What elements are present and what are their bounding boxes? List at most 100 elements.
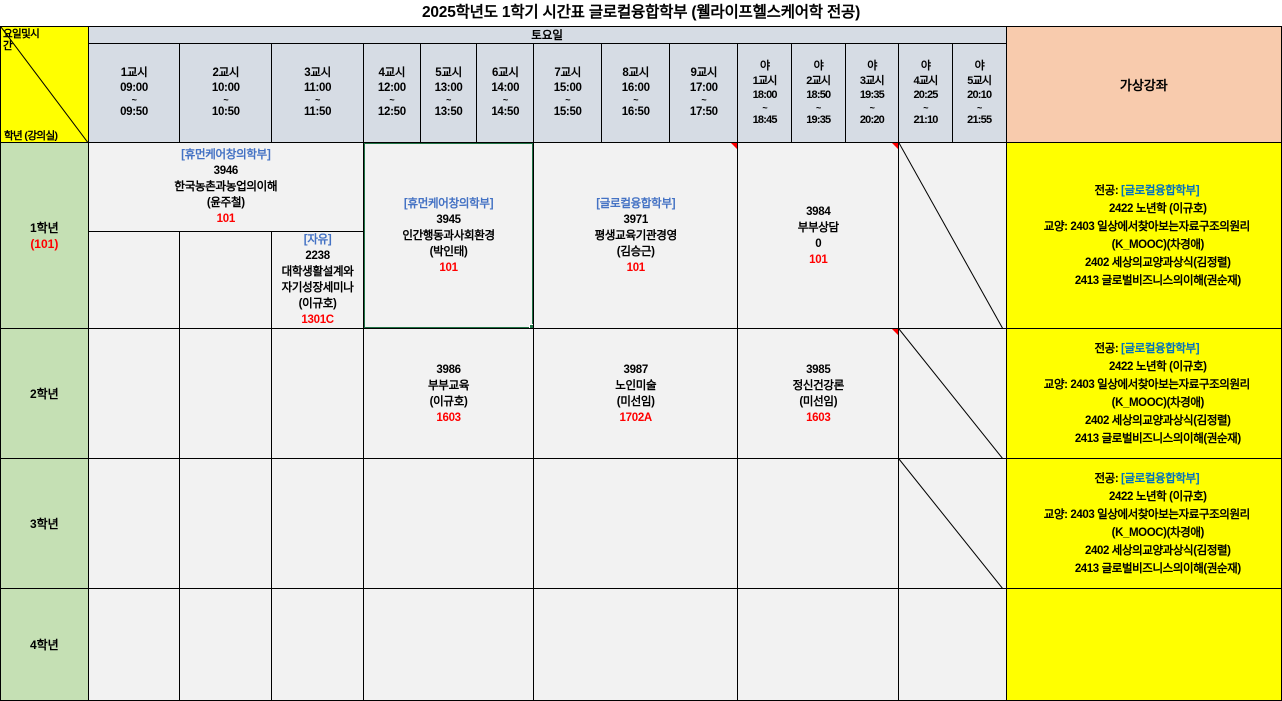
strikethrough-diagonal-icon bbox=[899, 459, 1003, 588]
empty-cell-y4-p7-9[interactable] bbox=[533, 588, 739, 701]
course-professor: (윤주철) bbox=[206, 197, 245, 209]
empty-cell-y3-p4-6[interactable] bbox=[362, 458, 535, 589]
empty-cell-y1-night4-5[interactable] bbox=[898, 142, 1007, 329]
course-room: 101 bbox=[216, 213, 236, 225]
period-header-7: 7교시 15:00 ~ 15:50 bbox=[533, 43, 603, 143]
empty-cell-y4-night1-3[interactable] bbox=[737, 588, 900, 701]
day-header-saturday: 토요일 bbox=[87, 26, 1007, 44]
comment-marker-icon bbox=[892, 329, 898, 335]
course-professor: (미선임) bbox=[616, 395, 655, 408]
year-label-4: 4학년 bbox=[0, 588, 89, 701]
corner-top-label: 요일및시간 bbox=[3, 28, 40, 52]
virtual-line-5: 2402 세상의교양과상식(김정렬) bbox=[1085, 256, 1231, 269]
course-cell-y1-p7-9[interactable]: [글로컬융합학부] 3971 평생교육기관경영 (김승근) 101 bbox=[533, 142, 739, 329]
course-cell-y1-p4-6[interactable]: [휴먼케어창의학부] 3945 인간행동과사회환경 (박인태) 101 bbox=[362, 142, 535, 329]
course-room: 101 bbox=[626, 261, 646, 274]
virtual-line-6: 2413 글로벌비즈니스의이해(권순재) bbox=[1074, 274, 1241, 287]
course-name: 부부상담 bbox=[797, 221, 839, 234]
course-code: 3946 bbox=[213, 165, 239, 177]
course-code: 2238 bbox=[305, 250, 330, 262]
course-name-line2: 자기성장세미나 bbox=[281, 282, 354, 294]
course-cell-y1-night1-3[interactable]: 3984 부부상담 0 101 bbox=[737, 142, 900, 329]
course-cell-y2-p4-6[interactable]: 3986 부부교육 (이규호) 1603 bbox=[362, 328, 535, 459]
course-dept: [휴먼케어창의학부] bbox=[403, 197, 494, 210]
virtual-line-5: 2402 세상의교양과상식(김정렬) bbox=[1085, 544, 1231, 557]
course-name: 인간행동과사회환경 bbox=[402, 229, 495, 242]
virtual-course-cell-y1[interactable]: 전공: [글로컬융합학부] 2422 노년학 (이규호) 교양: 2403 일상… bbox=[1005, 142, 1282, 329]
virtual-line-2: 2422 노년학 (이규호) bbox=[1109, 360, 1207, 373]
virtual-line-4: (K_MOOC)(차경애) bbox=[1111, 396, 1205, 409]
year-label-text: 1학년 bbox=[29, 220, 59, 235]
night-period-header-4: 야 4교시 20:25 ~ 21:10 bbox=[898, 43, 953, 143]
course-room: 101 bbox=[439, 261, 458, 274]
course-room: 1702A bbox=[619, 411, 653, 424]
comment-marker-icon bbox=[731, 143, 737, 149]
virtual-course-cell-y4[interactable] bbox=[1005, 588, 1282, 701]
course-name: 평생교육기관경영 bbox=[594, 229, 678, 242]
course-name: 정신건강론 bbox=[792, 379, 845, 392]
empty-cell-y3-p7-9[interactable] bbox=[533, 458, 739, 589]
course-code: 3984 bbox=[806, 205, 831, 218]
virtual-line-2: 2422 노년학 (이규호) bbox=[1109, 490, 1207, 503]
empty-cell-y2-p1[interactable] bbox=[87, 328, 181, 459]
virtual-line-1: 전공: [글로컬융합학부] bbox=[1094, 184, 1200, 197]
year-label-3: 3학년 bbox=[0, 458, 89, 589]
virtual-course-cell-y2[interactable]: 전공: [글로컬융합학부] 2422 노년학 (이규호) 교양: 2403 일상… bbox=[1005, 328, 1282, 459]
empty-cell-y3-p2[interactable] bbox=[179, 458, 273, 589]
course-name: 노인미술 bbox=[615, 379, 657, 392]
virtual-line-6: 2413 글로벌비즈니스의이해(권순재) bbox=[1074, 432, 1241, 445]
period-header-8: 8교시 16:00 ~ 16:50 bbox=[601, 43, 671, 143]
course-code: 3987 bbox=[623, 363, 649, 376]
night-period-header-1: 야 1교시 18:00 ~ 18:45 bbox=[737, 43, 792, 143]
empty-cell-y4-night4-5[interactable] bbox=[898, 588, 1007, 701]
virtual-line-3: 교양: 2403 일상에서찾아보는자료구조의원리 bbox=[1043, 220, 1250, 233]
course-cell-y2-night1-3[interactable]: 3985 정신건강론 (미선임) 1603 bbox=[737, 328, 900, 459]
course-room: 1603 bbox=[436, 411, 461, 424]
course-cell-y2-p7-9[interactable]: 3987 노인미술 (미선임) 1702A bbox=[533, 328, 739, 459]
strikethrough-diagonal-icon bbox=[899, 143, 1003, 328]
empty-cell-y2-p3[interactable] bbox=[271, 328, 364, 459]
period-header-3: 3교시 11:00 ~ 11:50 bbox=[271, 43, 364, 143]
course-cell-y1-p3-self-seminar[interactable]: [자유] 2238 대학생활설계와 자기성장세미나 (이규호) 1301C bbox=[271, 231, 364, 329]
empty-cell-y1b-p2[interactable] bbox=[179, 231, 273, 329]
comment-marker-icon bbox=[892, 143, 898, 149]
empty-cell-y3-night1-3[interactable] bbox=[737, 458, 900, 589]
course-professor: (이규호) bbox=[298, 298, 337, 310]
period-header-5: 5교시 13:00 ~ 13:50 bbox=[419, 43, 478, 143]
empty-cell-y4-p2[interactable] bbox=[179, 588, 273, 701]
empty-cell-y4-p1[interactable] bbox=[87, 588, 181, 701]
course-room: 1301C bbox=[301, 314, 334, 326]
night-period-header-2: 야 2교시 18:50 ~ 19:35 bbox=[790, 43, 846, 143]
course-code: 3985 bbox=[806, 363, 831, 376]
year-label-2: 2학년 bbox=[0, 328, 89, 459]
virtual-line-3: 교양: 2403 일상에서찾아보는자료구조의원리 bbox=[1043, 508, 1250, 521]
virtual-line-2: 2422 노년학 (이규호) bbox=[1109, 202, 1207, 215]
virtual-course-cell-y3[interactable]: 전공: [글로컬융합학부] 2422 노년학 (이규호) 교양: 2403 일상… bbox=[1005, 458, 1282, 589]
empty-cell-y2-night4-5[interactable] bbox=[898, 328, 1007, 459]
virtual-line-1: 전공: [글로컬융합학부] bbox=[1094, 472, 1200, 485]
empty-cell-y3-p3[interactable] bbox=[271, 458, 364, 589]
timetable: 요일및시간 학년 (강의실) 토요일 가상강좌 1교시 09:00 ~ 09:5… bbox=[0, 26, 1282, 701]
virtual-line-4: (K_MOOC)(차경애) bbox=[1111, 238, 1205, 251]
course-dept: [글로컬융합학부] bbox=[596, 197, 676, 210]
course-dept: [휴먼케어창의학부] bbox=[181, 149, 271, 161]
course-code: 3986 bbox=[436, 363, 461, 376]
empty-cell-y4-p4-6[interactable] bbox=[362, 588, 535, 701]
empty-cell-y4-p3[interactable] bbox=[271, 588, 364, 701]
empty-cell-y3-night4-5[interactable] bbox=[898, 458, 1007, 589]
year-label-text: 4학년 bbox=[29, 637, 59, 652]
course-professor: (이규호) bbox=[429, 395, 468, 408]
empty-cell-y3-p1[interactable] bbox=[87, 458, 181, 589]
empty-cell-y1b-p1[interactable] bbox=[87, 231, 181, 329]
empty-cell-y2-p2[interactable] bbox=[179, 328, 273, 459]
virtual-line-4: (K_MOOC)(차경애) bbox=[1111, 526, 1205, 539]
course-name: 부부교육 bbox=[428, 379, 470, 392]
course-professor: (미선임) bbox=[799, 395, 838, 408]
course-cell-y1-p1-3[interactable]: [휴먼케어창의학부] 3946 한국농촌과농업의이해 (윤주철) 101 bbox=[87, 142, 365, 232]
virtual-line-1: 전공: [글로컬융합학부] bbox=[1094, 342, 1200, 355]
year-label-text: 2학년 bbox=[29, 386, 59, 401]
virtual-course-header: 가상강좌 bbox=[1005, 26, 1282, 143]
course-professor: (박인태) bbox=[429, 245, 468, 258]
period-header-9: 9교시 17:00 ~ 17:50 bbox=[669, 43, 739, 143]
year-room-text: (101) bbox=[30, 236, 59, 251]
